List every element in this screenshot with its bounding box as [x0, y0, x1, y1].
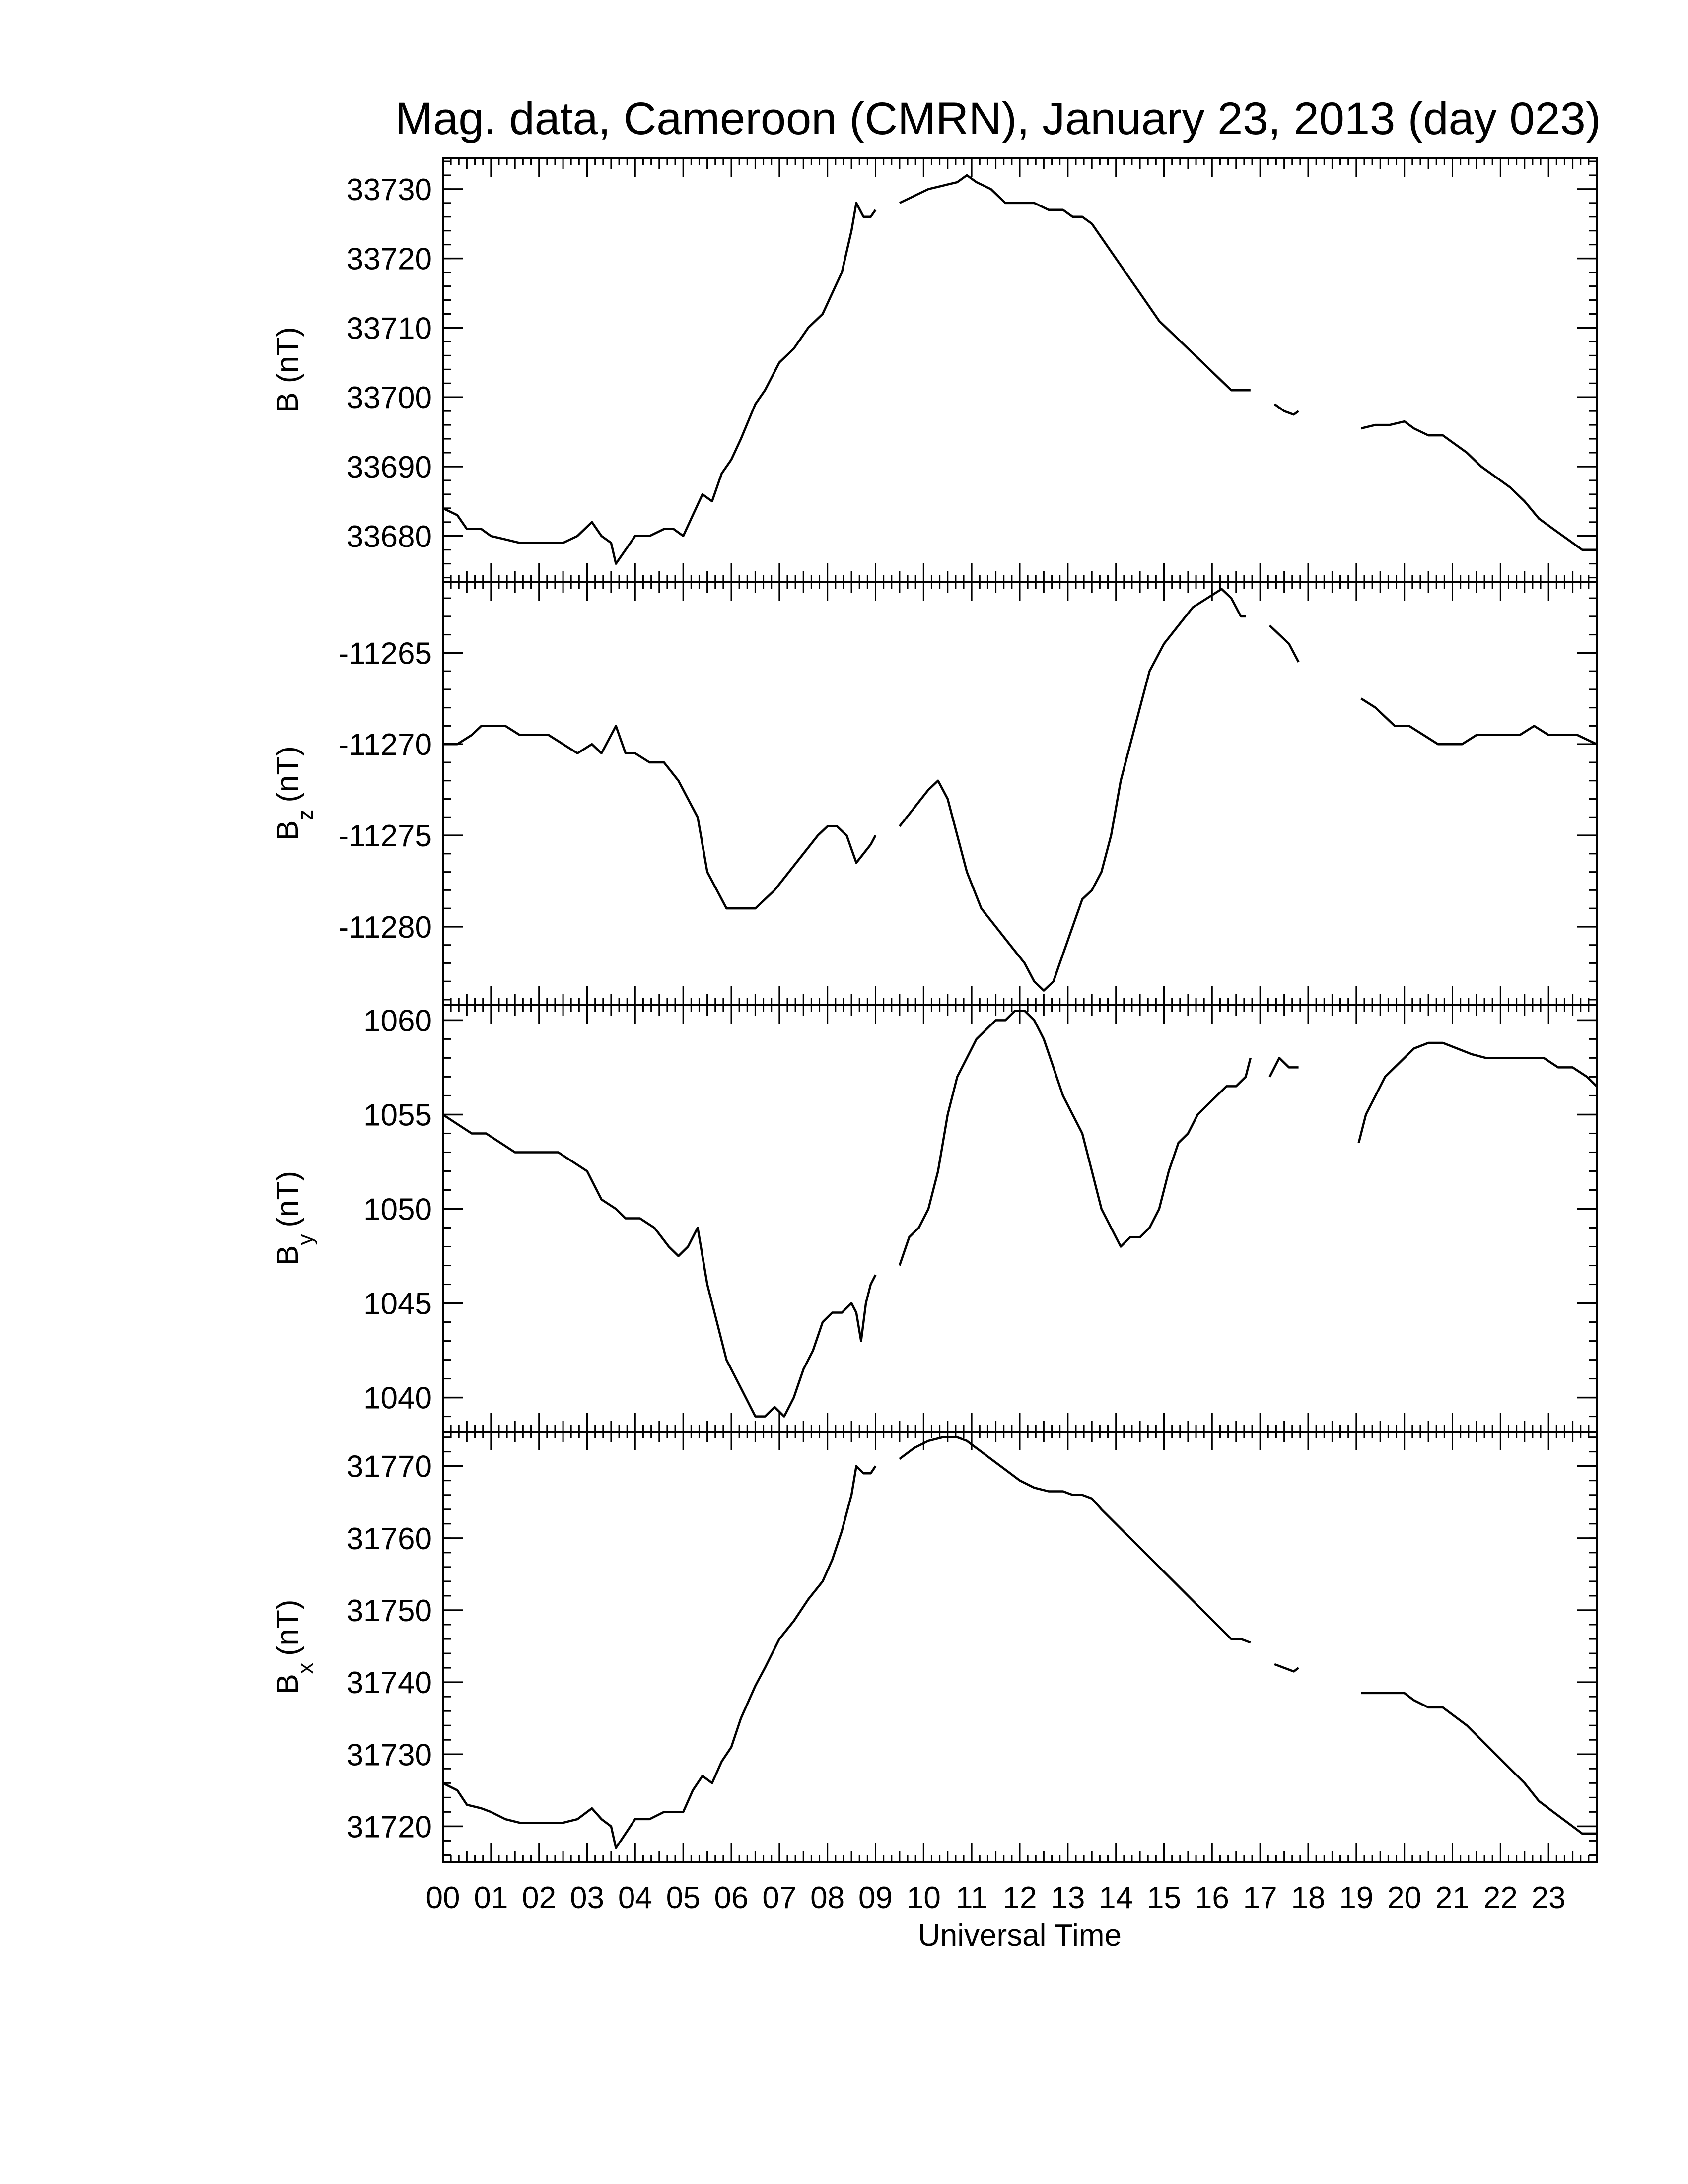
x-tick-label: 19 — [1339, 1881, 1373, 1915]
data-trace-segment — [1268, 624, 1300, 663]
x-tick-label: 21 — [1435, 1881, 1470, 1915]
x-tick-label: 02 — [522, 1881, 556, 1915]
x-tick-label: 14 — [1099, 1881, 1133, 1915]
y-tick-label: 31760 — [347, 1522, 432, 1556]
data-trace-segment — [1360, 697, 1597, 746]
y-axis-label-subscript: z — [293, 810, 318, 820]
y-tick-label: 33730 — [347, 173, 432, 207]
y-axis-label-unit: (nT) — [271, 746, 305, 803]
x-tick-label: 22 — [1483, 1881, 1518, 1915]
panels-layer: 336803369033700337103372033730B(nT)-1126… — [271, 157, 1598, 1863]
y-tick-label: 33710 — [347, 311, 432, 345]
x-tick-labels: 00 01 02 03 04 05 06 07 08 09 10 11 12 13 14 15 16 17 18 19… — [426, 1881, 1566, 1915]
y-tick-label: 1050 — [363, 1192, 432, 1227]
y-axis-label-main: B — [271, 392, 305, 412]
x-tick-label: 23 — [1532, 1881, 1566, 1915]
panel-2: 1040 1045 1050 1055 1060 By (nT) — [271, 1004, 1598, 1433]
x-tick-label: 03 — [570, 1881, 604, 1915]
data-trace-segment — [442, 202, 877, 565]
data-trace-segment — [1357, 1041, 1598, 1144]
y-axis-label-unit: (nT) — [271, 1599, 305, 1656]
x-tick-label: 05 — [666, 1881, 701, 1915]
x-tick-label: 15 — [1147, 1881, 1181, 1915]
data-trace-segment — [442, 1465, 877, 1849]
y-axis-label: B (nT) — [271, 327, 305, 412]
x-tick-label: 20 — [1387, 1881, 1421, 1915]
data-trace-segment — [443, 725, 877, 910]
x-tick-label: 17 — [1243, 1881, 1277, 1915]
panel-1: -11265 -11270 -11275 -11280 Bz (nT) — [271, 581, 1598, 1006]
y-tick-label: -11270 — [339, 728, 432, 762]
x-tick-label: 16 — [1195, 1881, 1229, 1915]
y-axis-label-main: B — [271, 1245, 305, 1266]
y-tick-label: 33680 — [347, 520, 432, 554]
data-trace-segment — [1274, 1663, 1299, 1673]
y-tick-label: 33690 — [347, 450, 432, 484]
chart-title: Mag. data, Cameroon (CMRN), January 23, … — [395, 93, 1601, 144]
y-axis-label-main: B — [271, 820, 305, 841]
data-trace-segment — [899, 1436, 1251, 1644]
y-axis-label-main: B — [271, 1674, 305, 1694]
data-trace-segment — [899, 588, 1246, 992]
x-tick-label: 08 — [810, 1881, 844, 1915]
y-axis-label-unit: (nT) — [271, 1171, 305, 1228]
y-tick-label: 31720 — [347, 1810, 432, 1844]
y-tick-label: 33700 — [347, 381, 432, 415]
x-tick-label: 11 — [956, 1881, 987, 1915]
data-trace-segment — [1360, 420, 1597, 551]
data-trace-segment — [1268, 1057, 1299, 1078]
y-tick-label: 31740 — [347, 1666, 432, 1700]
y-tick-label: 1055 — [363, 1098, 432, 1132]
data-trace-segment — [442, 1113, 877, 1418]
y-tick-label: 31730 — [347, 1738, 432, 1772]
y-tick-label: 33720 — [347, 242, 432, 276]
x-tick-label: 10 — [907, 1881, 941, 1915]
data-trace-segment — [898, 1010, 1252, 1266]
y-axis-label: Bx (nT) — [271, 1599, 318, 1694]
y-axis-label-unit: (nT) — [271, 327, 305, 383]
y-tick-label: 1045 — [363, 1287, 432, 1321]
x-tick-label: 07 — [762, 1881, 796, 1915]
data-trace-segment — [899, 174, 1251, 392]
x-tick-label: 01 — [474, 1881, 508, 1915]
x-tick-label: 12 — [1003, 1881, 1037, 1915]
y-tick-label: 31770 — [347, 1450, 432, 1484]
x-axis-label: Universal Time — [918, 1918, 1122, 1953]
data-trace-segment — [1273, 403, 1299, 416]
data-trace-segment — [1361, 1692, 1597, 1835]
y-tick-label: -11265 — [339, 636, 432, 671]
x-tick-label: 18 — [1291, 1881, 1326, 1915]
y-tick-label: 31750 — [347, 1594, 432, 1628]
x-tick-label: 00 — [426, 1881, 460, 1915]
y-axis-label-subscript: x — [293, 1663, 318, 1674]
x-tick-label: 04 — [618, 1881, 652, 1915]
panel-0: 33680 33690 33700 33710 33720 33730 B (nT) — [271, 157, 1598, 583]
y-axis-label: Bz (nT) — [271, 746, 318, 841]
panel-3: 31720 31730 31740 31750 31760 31770 Bx (nT) — [271, 1431, 1598, 1863]
y-axis-label: By (nT) — [271, 1171, 318, 1266]
y-axis-label-subscript: y — [293, 1234, 318, 1245]
x-tick-label: 13 — [1051, 1881, 1085, 1915]
x-tick-label: 09 — [858, 1881, 893, 1915]
x-tick-label: 06 — [714, 1881, 749, 1915]
y-tick-label: 1040 — [363, 1381, 432, 1416]
y-tick-label: -11275 — [339, 819, 432, 853]
y-tick-label: 1060 — [363, 1004, 432, 1038]
y-tick-label: -11280 — [339, 910, 432, 945]
